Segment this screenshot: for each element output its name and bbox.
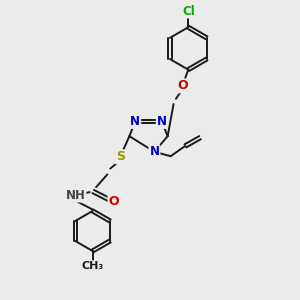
Text: N: N [149, 145, 159, 158]
Text: Cl: Cl [182, 4, 195, 18]
Text: NH: NH [66, 189, 86, 202]
Text: O: O [109, 195, 119, 208]
Text: S: S [116, 150, 125, 163]
Text: N: N [130, 115, 140, 128]
Text: CH₃: CH₃ [82, 261, 104, 271]
Text: O: O [178, 79, 188, 92]
Text: N: N [157, 115, 167, 128]
